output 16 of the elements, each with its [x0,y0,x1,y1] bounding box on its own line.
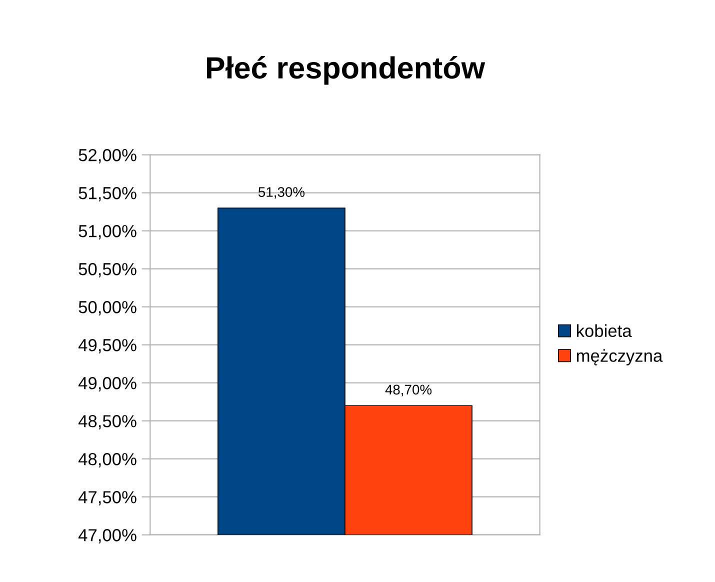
y-tick-label: 48,00% [78,453,136,468]
y-tick-label: 50,00% [78,301,136,316]
y-tick-label: 47,50% [78,491,136,506]
legend-label: mężczyzna [576,349,663,366]
data-label: 48,70% [385,384,432,396]
y-tick-label: 49,00% [78,377,136,392]
y-tick-label: 52,00% [78,148,136,164]
chart-title: Płeć respondentów [206,56,486,85]
y-tick-label: 49,50% [78,339,136,354]
y-tick-label: 47,00% [78,529,136,544]
legend-label: kobieta [576,324,632,338]
y-tick-label: 51,00% [78,224,136,240]
y-tick-label: 51,50% [78,186,136,202]
y-tick-label: 48,50% [78,415,136,430]
y-tick-label: 50,50% [78,262,136,278]
data-label: 51,30% [258,187,305,199]
